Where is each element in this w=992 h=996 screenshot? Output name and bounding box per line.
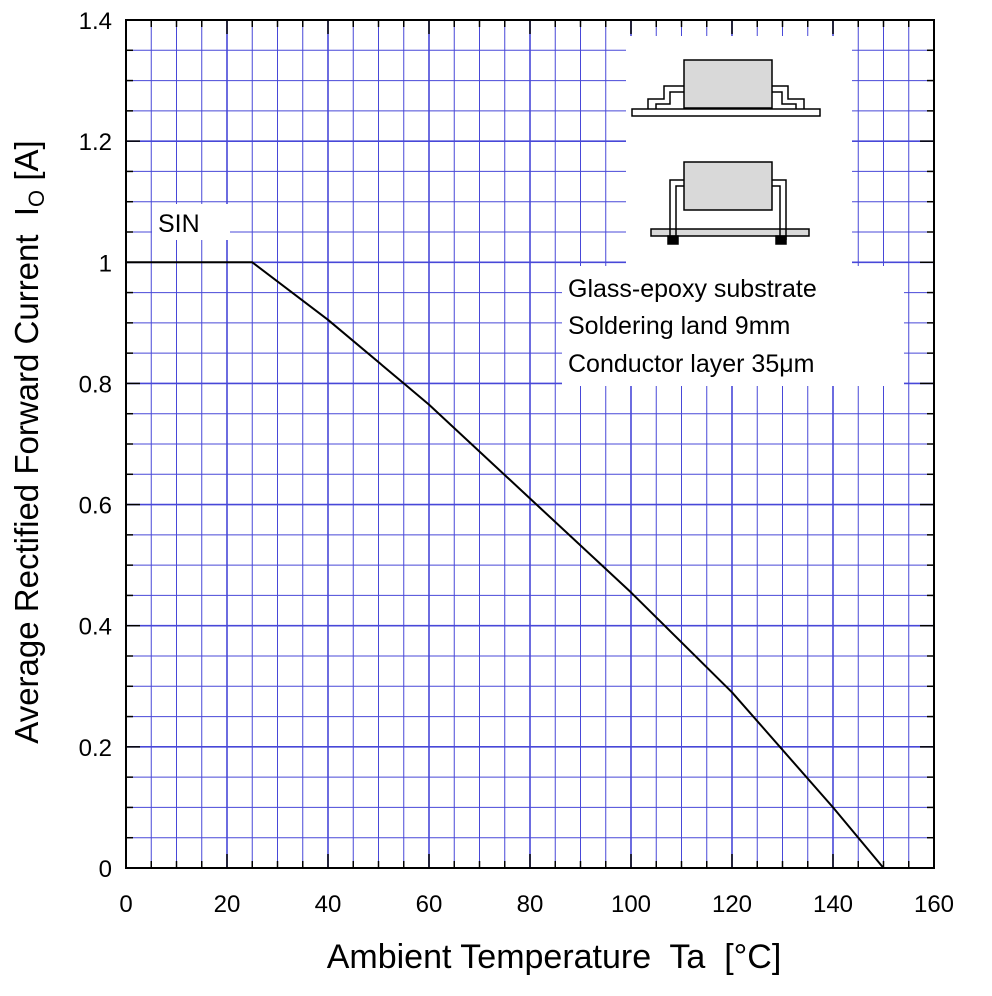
note-line-soldering-land: Soldering land 9mm — [568, 312, 790, 340]
y-tick-label: 1.4 — [79, 8, 112, 35]
series-label-background — [152, 204, 230, 240]
y-axis-title-subscript: O — [24, 190, 49, 207]
y-axis-title-main: Average Rectified Forward Current I — [8, 207, 45, 744]
y-tick-label: 1 — [99, 250, 112, 277]
package-smd-icon — [631, 59, 821, 117]
x-tick-label: 20 — [214, 891, 241, 918]
x-tick-label: 0 — [119, 891, 132, 918]
x-axis-title: Ambient Temperature Ta [°C] — [327, 938, 782, 976]
x-tick-label: 160 — [914, 891, 954, 918]
x-tick-label: 60 — [416, 891, 443, 918]
x-tick-label: 120 — [712, 891, 752, 918]
inset-note-background — [562, 266, 904, 386]
y-tick-label: 0.6 — [79, 493, 112, 520]
tick-labels: 0 20 40 60 80 100 120 140 160 0 0.2 0.4 0.6 0.8 1 1.2 1.… — [79, 8, 954, 918]
x-tick-label: 100 — [611, 891, 651, 918]
series-label-sin: SIN — [158, 210, 200, 238]
y-axis-title: Average Rectified Forward Current IO [A] — [8, 140, 49, 743]
y-tick-label: 0.2 — [79, 735, 112, 762]
y-tick-label: 1.2 — [79, 129, 112, 156]
x-tick-label: 40 — [315, 891, 342, 918]
y-tick-label: 0 — [99, 856, 112, 883]
x-tick-label: 140 — [813, 891, 853, 918]
series-line-sin — [126, 261, 885, 869]
y-tick-label: 0.4 — [79, 614, 112, 641]
grid — [125, 19, 935, 869]
package-through-hole-icon — [650, 161, 810, 245]
note-line-substrate: Glass-epoxy substrate — [568, 275, 817, 303]
y-axis-title-unit: [A] — [8, 140, 45, 190]
series-group — [126, 261, 885, 869]
x-tick-label: 80 — [517, 891, 544, 918]
note-line-conductor-layer: Conductor layer 35μm — [568, 350, 814, 378]
axis-ticks — [125, 19, 935, 869]
inset-panel: Glass-epoxy substrate Soldering land 9mm… — [562, 36, 904, 386]
y-tick-label: 0.8 — [79, 371, 112, 398]
